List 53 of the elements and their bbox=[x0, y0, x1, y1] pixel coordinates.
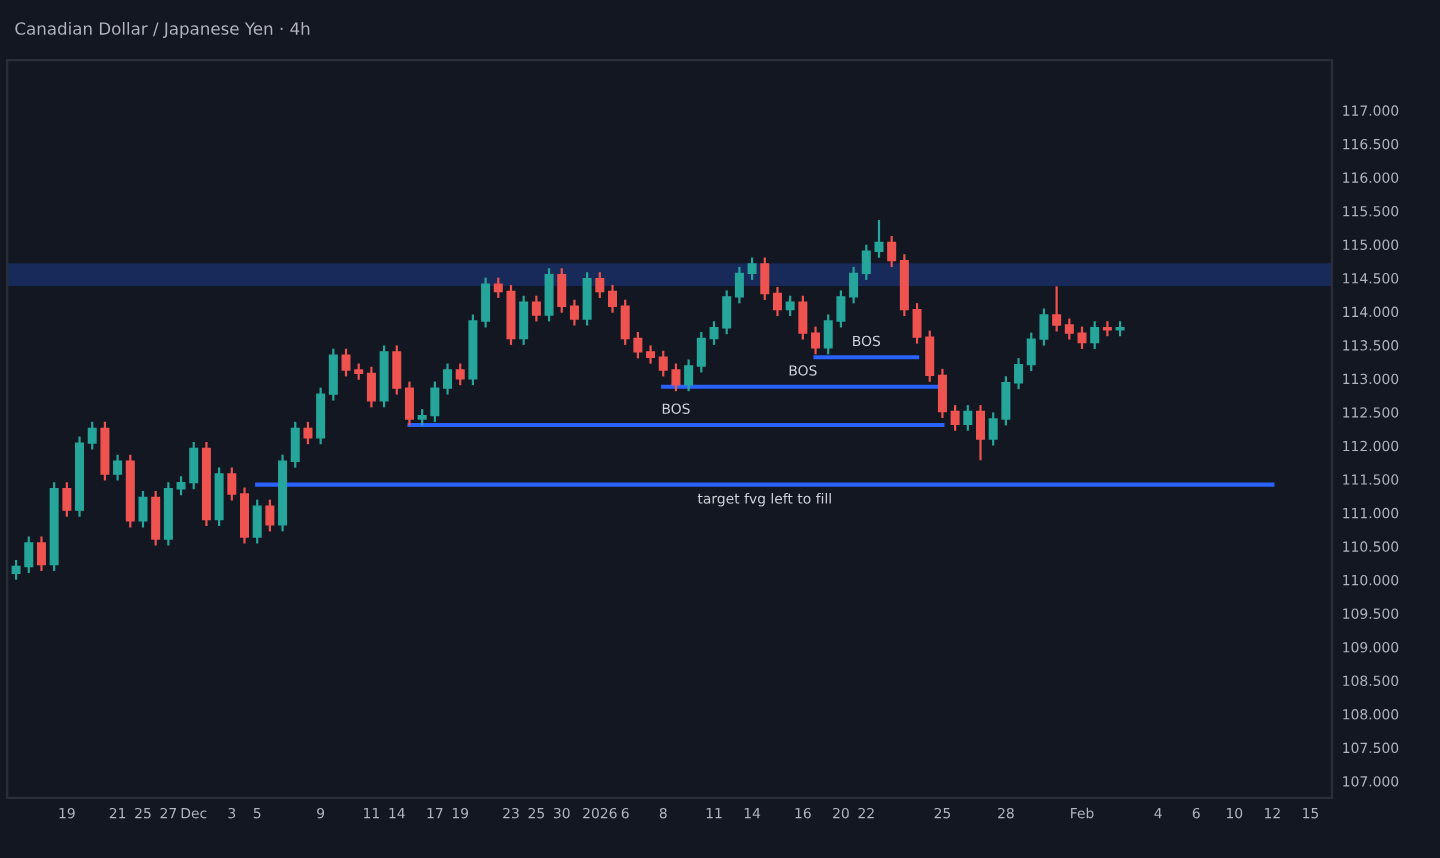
candlestick bbox=[849, 266, 859, 304]
candlestick bbox=[404, 381, 414, 426]
candlestick bbox=[734, 266, 744, 304]
candlestick bbox=[227, 467, 237, 501]
candlestick bbox=[1090, 321, 1100, 349]
candlestick bbox=[481, 277, 491, 328]
candlestick bbox=[62, 482, 72, 517]
candlestick bbox=[963, 405, 973, 431]
candlestick bbox=[239, 487, 249, 544]
candlestick bbox=[214, 467, 224, 527]
candlestick bbox=[798, 295, 808, 340]
candlestick bbox=[772, 287, 782, 317]
candlestick bbox=[544, 268, 554, 322]
candlestick bbox=[531, 295, 541, 322]
candlestick bbox=[443, 363, 453, 395]
candlestick bbox=[887, 236, 897, 268]
candlestick bbox=[392, 345, 402, 395]
candlestick bbox=[1052, 286, 1062, 332]
candlestick bbox=[252, 499, 262, 544]
candlestick bbox=[455, 363, 465, 386]
candlestick bbox=[265, 499, 275, 532]
candlestick bbox=[1064, 318, 1074, 340]
candlestick bbox=[290, 421, 300, 468]
candlestick bbox=[760, 257, 770, 300]
candlestick bbox=[557, 268, 567, 313]
candlestick bbox=[138, 490, 148, 528]
candlestick bbox=[366, 366, 376, 408]
candlestick bbox=[1014, 358, 1024, 390]
candlestick bbox=[100, 421, 110, 481]
candlestick bbox=[303, 421, 313, 445]
candlestick bbox=[646, 345, 656, 364]
candlestick bbox=[87, 421, 97, 450]
candlestick bbox=[785, 295, 795, 317]
candlestick bbox=[975, 405, 985, 461]
candlestick bbox=[950, 405, 960, 431]
candlestick bbox=[1077, 326, 1087, 349]
candlestick bbox=[811, 326, 821, 355]
candlestick bbox=[328, 348, 338, 401]
candlestick bbox=[595, 272, 605, 298]
chart-title: Canadian Dollar / Japanese Yen · 4h bbox=[15, 21, 310, 39]
candlestick bbox=[113, 454, 123, 481]
candlestick bbox=[519, 295, 529, 345]
candlestick bbox=[1102, 321, 1112, 337]
candlestick bbox=[684, 359, 694, 392]
candlestick bbox=[696, 331, 706, 373]
candlestick bbox=[582, 272, 592, 326]
candlestick bbox=[569, 299, 579, 326]
candlestick bbox=[36, 536, 46, 571]
candlestick bbox=[747, 257, 757, 280]
candlestick bbox=[937, 368, 947, 419]
candlestick bbox=[607, 285, 617, 313]
candlestick bbox=[316, 387, 326, 445]
candlestick bbox=[151, 490, 161, 546]
